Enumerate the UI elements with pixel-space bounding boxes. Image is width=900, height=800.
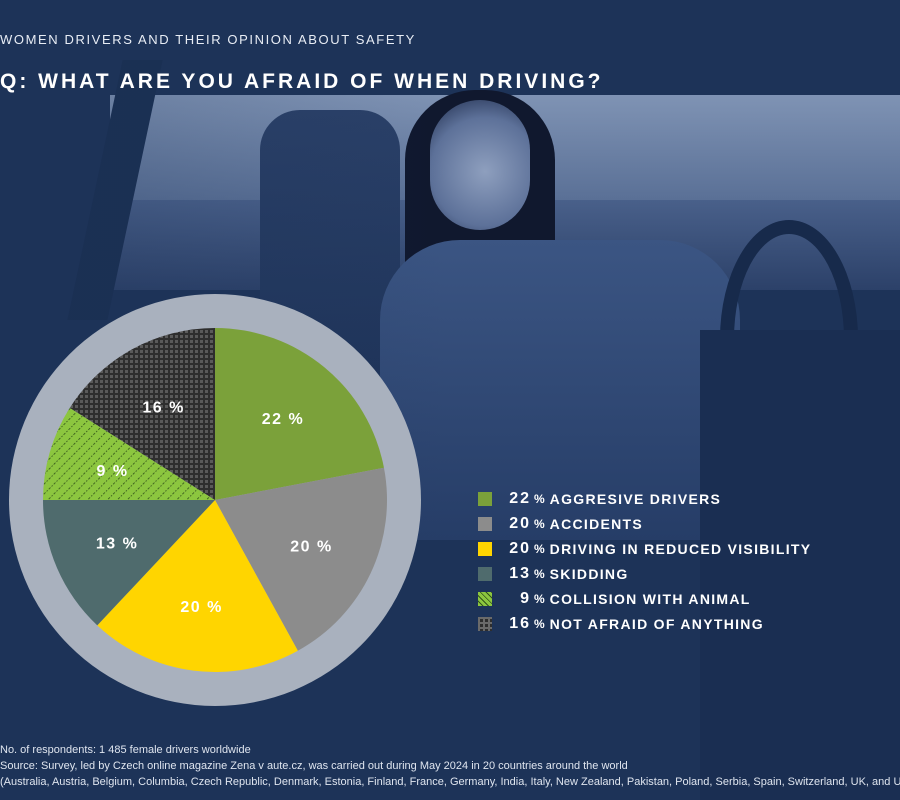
- legend-value: 9: [520, 589, 531, 607]
- legend-percent-sign: %: [534, 541, 545, 556]
- legend-label: COLLISION WITH ANIMAL: [549, 590, 751, 607]
- legend-label: AGGRESIVE DRIVERS: [549, 490, 722, 507]
- pie-slice-driving-in-reduced-visibility: [97, 500, 298, 672]
- legend-percent-sign: %: [534, 591, 545, 606]
- pie-label-aggresive-drivers: 22 %: [262, 411, 304, 428]
- pie-label-not-afraid-of-anything: 16 %: [142, 400, 184, 417]
- legend-swatch: [478, 616, 492, 631]
- legend-percent-sign: %: [534, 491, 545, 506]
- legend-percent-sign: %: [534, 516, 545, 531]
- legend-value: 20: [509, 539, 531, 557]
- legend-value: 20: [509, 514, 531, 532]
- legend-item-skidding: 13% SKIDDING: [478, 561, 811, 586]
- footnote-countries: (Australia, Austria, Belgium, Columbia, …: [0, 776, 900, 788]
- legend-swatch: [478, 566, 492, 581]
- pie-label-driving-in-reduced-visibility: 20 %: [180, 599, 222, 616]
- legend-label: NOT AFRAID OF ANYTHING: [549, 615, 764, 632]
- footnote: No. of respondents: 1 485 female drivers…: [0, 742, 900, 790]
- legend-item-not-afraid-of-anything: 16% NOT AFRAID OF ANYTHING: [478, 611, 811, 636]
- legend-swatch: [478, 516, 492, 531]
- driver-body: [380, 240, 740, 540]
- legend-swatch: [478, 541, 492, 556]
- page-title: Q: WHAT ARE YOU AFRAID OF WHEN DRIVING?: [0, 70, 604, 93]
- legend-percent-sign: %: [534, 566, 545, 581]
- legend-swatch: [478, 491, 492, 506]
- legend-item-collision-with-animal: 9% COLLISION WITH ANIMAL: [478, 586, 811, 611]
- legend-label: SKIDDING: [549, 565, 629, 582]
- legend: 22% AGGRESIVE DRIVERS 20% ACCIDENTS 20% DRIVI…: [478, 486, 811, 636]
- legend-label: ACCIDENTS: [549, 515, 644, 532]
- legend-item-accidents: 20% ACCIDENTS: [478, 511, 811, 536]
- legend-value: 16: [509, 614, 531, 632]
- pie-slice-aggresive-drivers: [215, 328, 384, 500]
- pie-label-skidding: 13 %: [96, 535, 138, 552]
- pie-label-accidents: 20 %: [290, 538, 332, 555]
- pie-chart: 22 % 20 % 20 % 13 % 9 % 16 %: [9, 294, 421, 706]
- footnote-source: Source: Survey, led by Czech online maga…: [0, 760, 628, 772]
- page-subtitle: WOMEN DRIVERS AND THEIR OPINION ABOUT SA…: [0, 32, 416, 47]
- car-dashboard: [700, 330, 900, 800]
- pie-label-collision-with-animal: 9 %: [97, 463, 129, 480]
- legend-item-aggresive-drivers: 22% AGGRESIVE DRIVERS: [478, 486, 811, 511]
- pie-slice-collision-with-animal: [43, 407, 215, 500]
- legend-label: DRIVING IN REDUCED VISIBILITY: [549, 540, 812, 557]
- footnote-respondents: No. of respondents: 1 485 female drivers…: [0, 744, 251, 756]
- legend-percent-sign: %: [534, 616, 545, 631]
- pie-slice-accidents: [215, 467, 387, 651]
- legend-swatch: [478, 591, 492, 606]
- driver-face: [430, 100, 530, 230]
- legend-item-driving-in-reduced-visibility: 20% DRIVING IN REDUCED VISIBILITY: [478, 536, 811, 561]
- legend-value: 13: [509, 564, 531, 582]
- pie-slice-skidding: [43, 500, 215, 626]
- pie-slice-not-afraid-of-anything: [69, 328, 215, 500]
- legend-value: 22: [509, 489, 531, 507]
